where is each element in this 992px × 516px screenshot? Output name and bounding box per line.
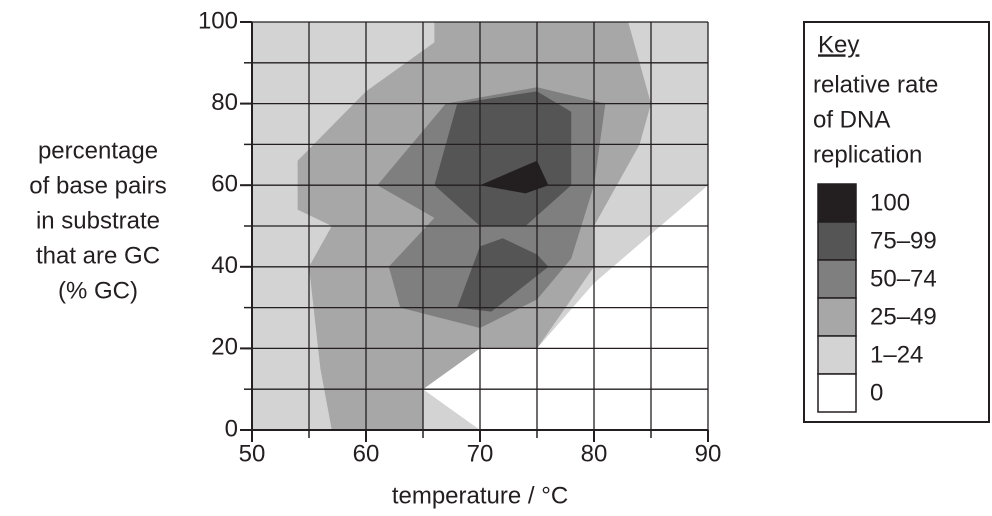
y-axis-label: that are GC — [36, 242, 160, 269]
y-axis-label: of base pairs — [29, 172, 166, 199]
legend-swatch — [817, 183, 857, 223]
x-tick-label: 90 — [695, 440, 722, 467]
y-tick-label: 40 — [211, 252, 238, 279]
x-tick-label: 50 — [239, 440, 266, 467]
x-axis-label: temperature / °C — [392, 482, 568, 509]
legend-swatch — [817, 335, 857, 375]
legend-label: 0 — [870, 379, 883, 406]
legend-label: 50–74 — [870, 265, 937, 292]
y-tick-label: 60 — [211, 171, 238, 198]
legend-label: 100 — [870, 189, 910, 216]
legend-swatch — [817, 373, 857, 413]
y-axis-label: percentage — [38, 137, 158, 164]
legend-label: 1–24 — [870, 341, 923, 368]
legend-swatch — [817, 297, 857, 337]
x-tick-label: 80 — [581, 440, 608, 467]
legend-title: Key — [818, 31, 859, 58]
y-axis-label: in substrate — [36, 207, 160, 234]
y-tick-label: 100 — [198, 7, 238, 34]
legend-label: 75–99 — [870, 227, 937, 254]
legend-subtitle: of DNA — [813, 106, 890, 133]
y-axis-label: (% GC) — [58, 277, 138, 304]
x-tick-label: 70 — [467, 440, 494, 467]
legend-label: 25–49 — [870, 303, 937, 330]
legend-subtitle: replication — [813, 141, 922, 168]
legend-subtitle: relative rate — [813, 71, 938, 98]
legend-box — [803, 21, 990, 423]
legend-swatch — [817, 259, 857, 299]
y-tick-label: 0 — [225, 415, 238, 442]
x-tick-label: 60 — [353, 440, 380, 467]
y-tick-label: 80 — [211, 89, 238, 116]
legend-swatch — [817, 221, 857, 261]
y-tick-label: 20 — [211, 334, 238, 361]
